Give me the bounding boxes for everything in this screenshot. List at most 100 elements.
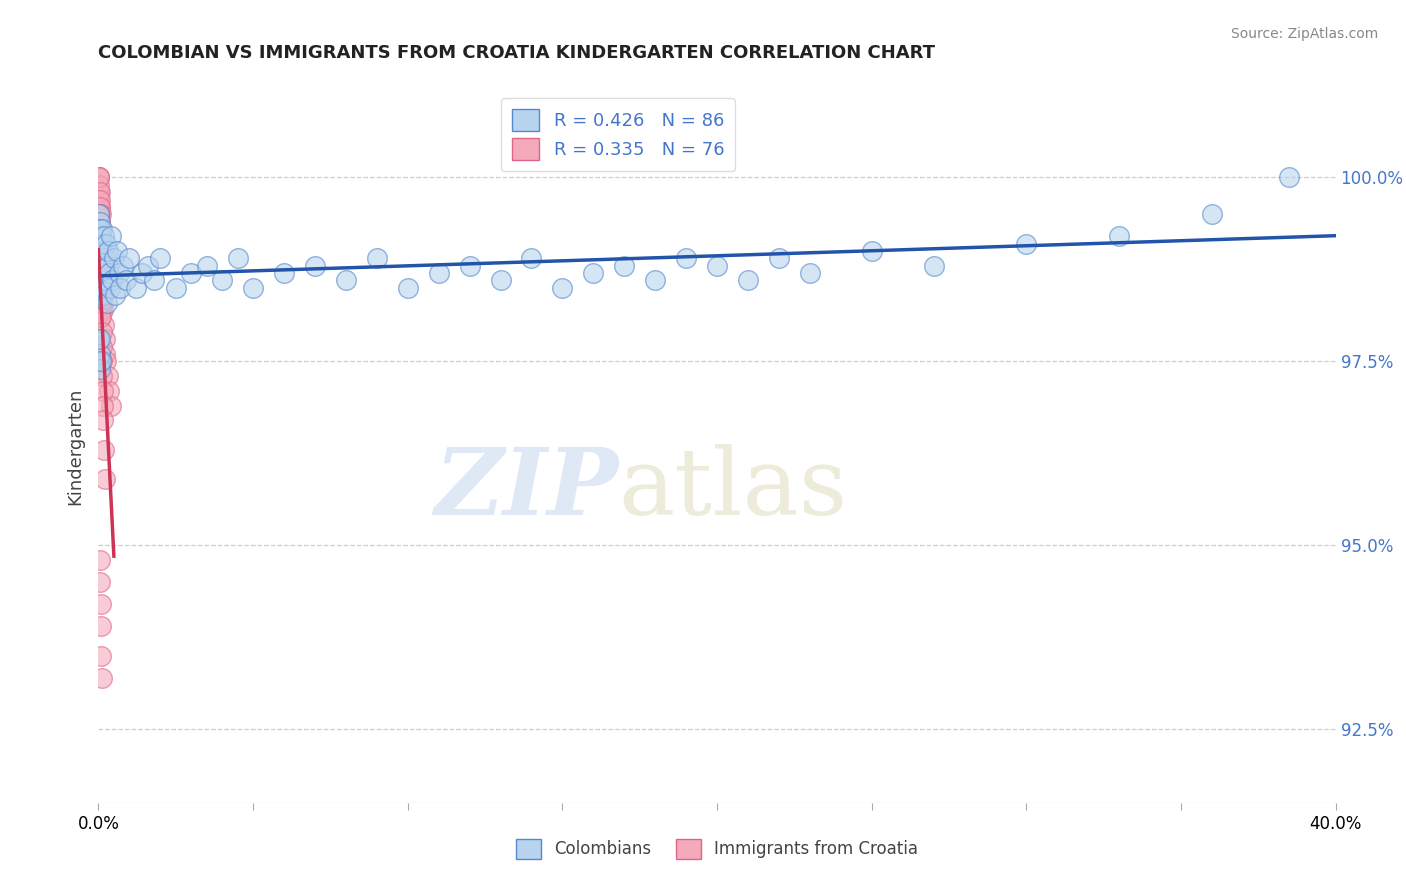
Point [1201,207,1223,221]
Point [96,236,118,251]
Point [91,288,114,302]
Point [1108,229,1130,244]
Point [89,214,111,228]
Point [87,281,110,295]
Point [87,207,110,221]
Point [89,244,111,258]
Point [108,281,131,295]
Point [90,229,112,244]
Point [104,288,127,302]
Point [89,207,111,221]
Point [89,214,111,228]
Point [860,244,883,258]
Point [96,295,118,310]
Point [91,369,114,384]
Point [91,244,114,258]
Point [582,266,605,280]
Point [335,273,357,287]
Point [89,229,111,244]
Point [93,442,115,457]
Point [89,354,111,368]
Point [93,252,115,266]
Point [89,273,111,287]
Point [115,273,138,287]
Point [90,302,112,317]
Point [799,266,821,280]
Point [124,281,146,295]
Point [90,273,112,287]
Point [89,361,111,376]
Point [195,259,218,273]
Point [98,384,121,398]
Point [87,244,110,258]
Point [458,259,481,273]
Point [89,553,111,567]
Point [90,252,112,266]
Point [165,281,187,295]
Point [89,288,111,302]
Point [87,185,110,199]
Point [520,252,543,266]
Point [101,273,124,287]
Point [90,244,112,258]
Point [89,288,111,302]
Point [427,266,450,280]
Point [98,266,121,280]
Text: atlas: atlas [619,444,848,533]
Point [90,236,112,251]
Point [87,281,110,295]
Point [93,302,115,317]
Point [706,259,728,273]
Point [107,266,129,280]
Point [93,413,115,427]
Point [91,384,114,398]
Point [87,185,110,199]
Point [89,332,111,346]
Point [89,273,111,287]
Point [89,575,111,590]
Point [89,259,111,273]
Point [89,222,111,236]
Point [91,295,114,310]
Point [90,229,112,244]
Point [1278,170,1301,185]
Point [90,288,112,302]
Point [89,207,111,221]
Point [89,200,111,214]
Point [87,170,110,185]
Point [112,259,135,273]
Point [89,273,111,287]
Point [273,266,295,280]
Point [89,259,111,273]
Point [1015,236,1038,251]
Point [91,266,114,280]
Point [100,229,122,244]
Point [737,273,759,287]
Point [93,332,115,346]
Point [143,273,166,287]
Point [105,244,128,258]
Point [304,259,326,273]
Point [89,244,111,258]
Point [91,236,114,251]
Point [90,354,112,368]
Text: ZIP: ZIP [434,444,619,533]
Point [644,273,666,287]
Point [90,252,112,266]
Point [131,266,153,280]
Point [87,332,110,346]
Point [118,252,141,266]
Point [89,259,111,273]
Point [89,236,111,251]
Point [89,200,111,214]
Y-axis label: Kindergarten: Kindergarten [66,387,84,505]
Point [90,259,112,273]
Point [96,354,118,368]
Point [93,472,115,486]
Point [90,340,112,354]
Point [87,244,110,258]
Point [87,200,110,214]
Point [226,252,249,266]
Point [136,259,159,273]
Point [89,207,111,221]
